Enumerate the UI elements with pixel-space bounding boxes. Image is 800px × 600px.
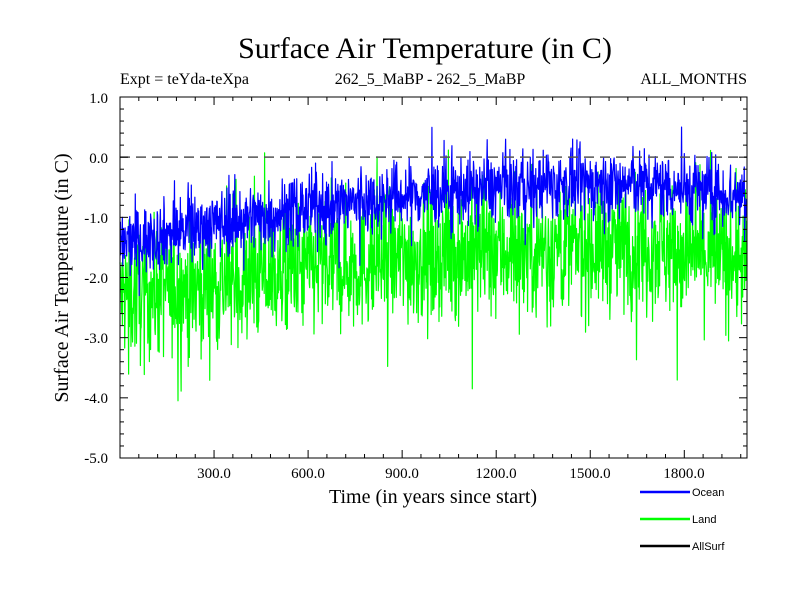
x-tick-label: 1500.0 <box>569 466 610 482</box>
axis-ticks <box>119 96 747 459</box>
x-tick-label: 1200.0 <box>475 466 516 482</box>
y-tick-label: -3.0 <box>84 331 108 347</box>
y-axis-label: Surface Air Temperature (in C) <box>51 153 73 402</box>
chart-title: Surface Air Temperature (in C) <box>238 32 612 65</box>
legend-label-allsurf: AllSurf <box>692 541 725 553</box>
legend-label-land: Land <box>692 514 716 526</box>
x-tick-label: 600.0 <box>291 466 325 482</box>
y-tick-label: -2.0 <box>84 271 108 287</box>
x-tick-label: 300.0 <box>197 466 231 482</box>
x-tick-label: 1800.0 <box>663 466 704 482</box>
legend-label-ocean: Ocean <box>692 487 724 499</box>
x-tick-label: 900.0 <box>385 466 419 482</box>
series-line-land <box>119 149 748 402</box>
x-axis-label: Time (in years since start) <box>329 486 537 508</box>
chart-subtitle-left: Expt = teYda-teXpa <box>120 71 249 88</box>
chart-subtitle-right: ALL_MONTHS <box>640 71 747 88</box>
y-tick-label: 0.0 <box>89 151 108 167</box>
y-tick-label: -4.0 <box>84 391 108 407</box>
legend: Ocean Land AllSurf <box>640 487 725 553</box>
series-layer <box>119 126 748 402</box>
chart-subtitle-center: 262_5_MaBP - 262_5_MaBP <box>335 71 526 88</box>
series-line-ocean <box>119 126 748 297</box>
y-tick-label: -5.0 <box>84 451 108 467</box>
y-tick-label: 1.0 <box>89 91 108 107</box>
y-tick-label: -1.0 <box>84 211 108 227</box>
